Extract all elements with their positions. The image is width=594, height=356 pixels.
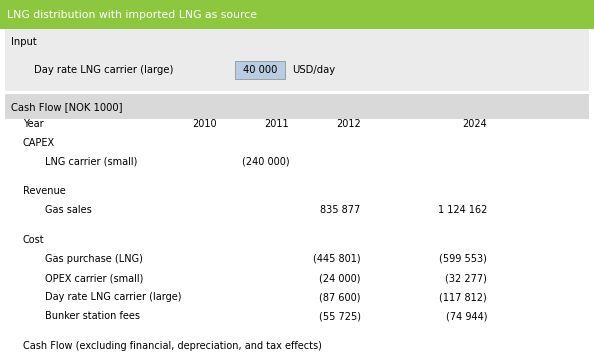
Text: Input: Input (11, 37, 36, 47)
Text: Revenue: Revenue (23, 186, 65, 196)
Text: (599 553): (599 553) (439, 254, 487, 264)
Text: CAPEX: CAPEX (23, 138, 55, 148)
Text: (117 812): (117 812) (440, 292, 487, 302)
Text: (24 000): (24 000) (319, 273, 361, 283)
Text: Cost: Cost (23, 235, 44, 245)
Text: OPEX carrier (small): OPEX carrier (small) (45, 273, 143, 283)
Text: USD/day: USD/day (292, 65, 336, 75)
Text: Day rate LNG carrier (large): Day rate LNG carrier (large) (45, 292, 181, 302)
Text: (445 801): (445 801) (313, 254, 361, 264)
Text: 40 000: 40 000 (243, 65, 277, 75)
Text: 1 124 162: 1 124 162 (438, 205, 487, 215)
Text: Cash Flow [NOK 1000]: Cash Flow [NOK 1000] (11, 102, 122, 112)
Text: 835 877: 835 877 (320, 205, 361, 215)
Text: Cash Flow (excluding financial, depreciation, and tax effects): Cash Flow (excluding financial, deprecia… (23, 341, 321, 351)
Text: Bunker station fees: Bunker station fees (45, 312, 140, 321)
Text: 2010: 2010 (192, 119, 217, 129)
Text: (55 725): (55 725) (318, 312, 361, 321)
Text: Gas sales: Gas sales (45, 205, 91, 215)
Text: Day rate LNG carrier (large): Day rate LNG carrier (large) (34, 65, 174, 75)
Text: 2024: 2024 (462, 119, 487, 129)
Text: LNG carrier (small): LNG carrier (small) (45, 157, 137, 167)
Text: Gas purchase (LNG): Gas purchase (LNG) (45, 254, 143, 264)
Text: (74 944): (74 944) (446, 312, 487, 321)
Text: (240 000): (240 000) (242, 157, 289, 167)
Text: Year: Year (23, 119, 43, 129)
Text: (32 277): (32 277) (446, 273, 487, 283)
Text: LNG distribution with imported LNG as source: LNG distribution with imported LNG as so… (7, 10, 257, 20)
Text: (87 600): (87 600) (319, 292, 361, 302)
Text: 2011: 2011 (265, 119, 289, 129)
Text: 2012: 2012 (336, 119, 361, 129)
